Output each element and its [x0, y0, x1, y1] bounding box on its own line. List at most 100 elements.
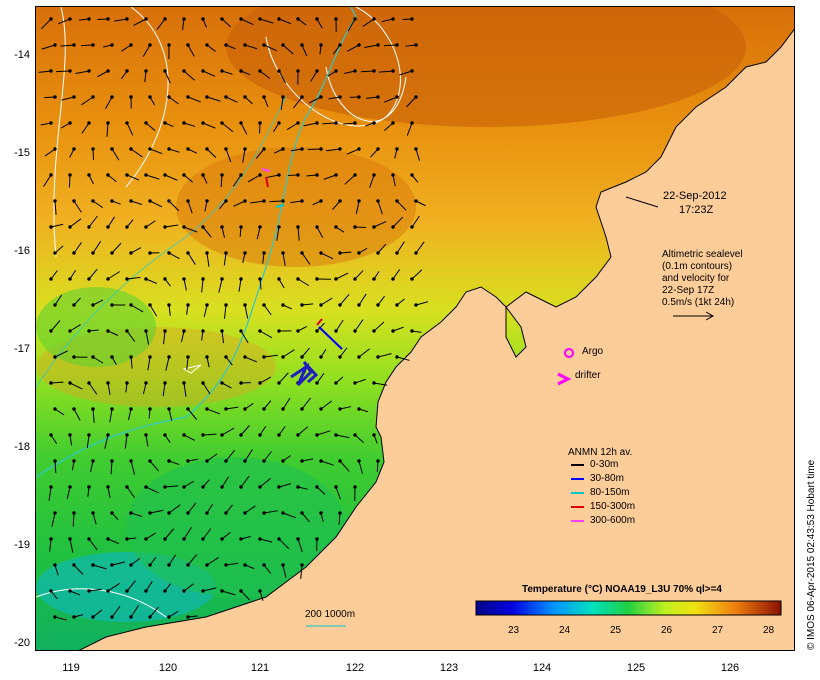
velocity-vector — [322, 122, 337, 125]
velocity-vector — [73, 200, 82, 213]
velocity-vector-origin — [334, 277, 338, 281]
velocity-vector-origin — [315, 329, 319, 333]
velocity-vector-origin — [277, 537, 281, 541]
velocity-vector — [109, 408, 113, 423]
velocity-vector — [259, 590, 264, 601]
velocity-vector-origin — [87, 173, 91, 177]
velocity-vector-origin — [186, 95, 190, 99]
velocity-vector-origin — [262, 199, 266, 203]
velocity-vector-origin — [163, 589, 167, 593]
velocity-vector-origin — [315, 381, 319, 385]
velocity-vector-origin — [110, 459, 114, 463]
velocity-vector — [262, 252, 265, 264]
velocity-vector — [259, 426, 267, 436]
velocity-vector-origin — [315, 173, 319, 177]
velocity-vector-origin — [53, 43, 57, 47]
velocity-vector-origin — [125, 537, 129, 541]
velocity-vector-origin — [243, 251, 247, 255]
sst-map[interactable] — [35, 6, 795, 651]
velocity-vector — [339, 251, 352, 254]
velocity-vector — [259, 330, 273, 339]
velocity-vector-origin — [414, 43, 418, 47]
velocity-vector-origin — [239, 329, 243, 333]
velocity-vector-origin — [91, 615, 95, 619]
velocity-vector-origin — [186, 615, 190, 619]
velocity-vector-origin — [239, 537, 243, 541]
velocity-vector — [107, 216, 115, 228]
velocity-vector — [392, 269, 401, 280]
anmn-item-label: 0-30m — [590, 459, 619, 470]
velocity-vector-origin — [186, 199, 190, 203]
velocity-vector-origin — [353, 381, 357, 385]
velocity-vector-origin — [414, 303, 418, 307]
velocity-vector — [164, 174, 178, 181]
lon-tick: 119 — [62, 662, 80, 674]
velocity-vector-origin — [277, 277, 281, 281]
velocity-vector-origin — [125, 485, 129, 489]
velocity-vector — [164, 70, 171, 84]
velocity-vector — [405, 96, 417, 108]
velocity-vector-origin — [258, 225, 262, 229]
velocity-vector-origin — [224, 43, 228, 47]
velocity-vector — [50, 381, 64, 384]
velocity-vector-origin — [300, 355, 304, 359]
velocity-vector-origin — [49, 589, 53, 593]
velocity-vector-origin — [410, 277, 414, 281]
velocity-vector — [376, 460, 379, 472]
velocity-vector-origin — [91, 251, 95, 255]
velocity-vector-origin — [262, 563, 266, 567]
velocity-vector-origin — [163, 537, 167, 541]
velocity-vector — [358, 460, 363, 474]
velocity-vector — [41, 44, 56, 50]
velocity-vector-origin — [376, 251, 380, 255]
velocity-vector — [50, 270, 58, 280]
velocity-vector — [164, 528, 175, 540]
velocity-vector-origin — [125, 17, 129, 21]
velocity-vector-origin — [110, 303, 114, 307]
credit-text: © IMOS 06-Apr-2015 02:43:53 Hobart time — [806, 459, 817, 650]
colorbar-tick: 27 — [712, 625, 724, 636]
velocity-vector — [203, 304, 208, 318]
velocity-vector-origin — [148, 303, 152, 307]
velocity-vector-origin — [258, 485, 262, 489]
velocity-vector-origin — [53, 199, 57, 203]
velocity-vector-origin — [106, 225, 110, 229]
velocity-vector — [130, 148, 143, 158]
sealevel-note-1: Altimetric sealevel — [662, 249, 743, 260]
anmn-item-label: 300-600m — [590, 515, 636, 526]
velocity-vector-origin — [144, 589, 148, 593]
velocity-vector-origin — [357, 355, 361, 359]
velocity-vector-origin — [68, 121, 72, 125]
velocity-vector-origin — [243, 355, 247, 359]
velocity-vector — [40, 18, 52, 30]
velocity-vector — [110, 460, 113, 475]
velocity-vector-origin — [163, 381, 167, 385]
velocity-vector-origin — [277, 381, 281, 385]
velocity-vector-origin — [125, 329, 129, 333]
velocity-vector-origin — [414, 251, 418, 255]
velocity-vector — [107, 174, 117, 183]
velocity-vector-origin — [167, 95, 171, 99]
velocity-vector — [168, 96, 179, 105]
velocity-vector-origin — [163, 277, 167, 281]
velocity-vector-origin — [353, 433, 357, 437]
velocity-vector — [301, 397, 311, 410]
velocity-vector — [278, 18, 291, 25]
velocity-vector-origin — [224, 199, 228, 203]
velocity-vector — [38, 70, 52, 73]
velocity-vector — [297, 226, 300, 241]
velocity-vector — [328, 96, 341, 100]
velocity-vector — [232, 174, 242, 187]
velocity-vector — [244, 44, 258, 50]
anmn-item-label: 80-150m — [590, 487, 630, 498]
velocity-vector-origin — [315, 433, 319, 437]
velocity-vector — [202, 226, 212, 238]
velocity-vector — [107, 538, 120, 545]
velocity-vector — [263, 44, 277, 52]
velocity-vector — [92, 609, 103, 618]
velocity-vector — [339, 294, 350, 306]
velocity-vector — [240, 122, 248, 135]
velocity-vector-origin — [49, 173, 53, 177]
velocity-vector-origin — [338, 199, 342, 203]
anmn-item-label: 150-300m — [590, 501, 636, 512]
